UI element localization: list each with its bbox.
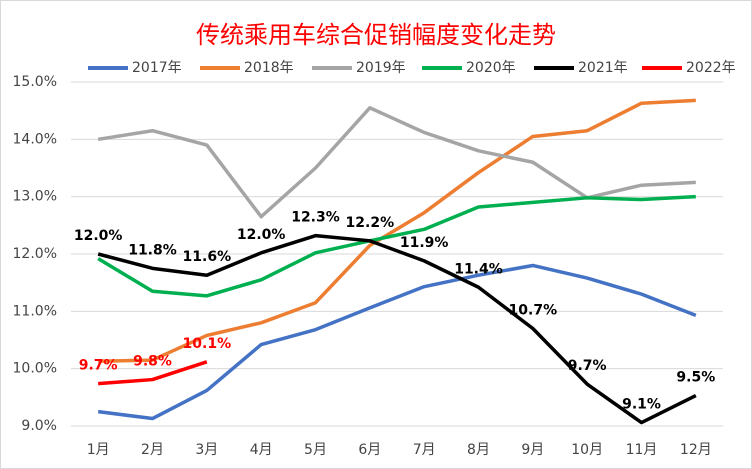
series-line (97, 194, 696, 298)
value-label: 11.6% (183, 249, 232, 265)
x-tick-label: 3月 (195, 442, 218, 458)
value-label: 9.7% (568, 358, 607, 374)
series-line (98, 360, 208, 386)
series-line (97, 106, 696, 219)
y-tick-label: 12.0% (13, 246, 57, 262)
legend-label: 2018年 (244, 60, 294, 76)
y-tick-label: 14.0% (13, 131, 57, 147)
x-tick-label: 12月 (680, 442, 712, 458)
legend-label: 2021年 (578, 60, 628, 76)
value-label: 9.7% (79, 358, 118, 374)
value-label: 12.2% (346, 215, 395, 231)
legend-label: 2020年 (466, 60, 516, 76)
x-tick-label: 9月 (521, 442, 544, 458)
value-label: 11.9% (400, 235, 449, 251)
x-tick-label: 5月 (304, 442, 327, 458)
x-tick-label: 6月 (358, 442, 381, 458)
x-tick-label: 7月 (413, 442, 436, 458)
y-tick-label: 13.0% (13, 189, 57, 205)
value-label: 12.0% (237, 227, 286, 243)
legend-label: 2022年 (686, 60, 736, 76)
x-tick-label: 2月 (141, 442, 164, 458)
series-line (97, 233, 697, 425)
y-tick-label: 15.0% (13, 74, 57, 90)
x-tick-label: 8月 (467, 442, 490, 458)
x-tick-label: 10月 (571, 442, 603, 458)
value-label: 10.1% (183, 336, 232, 352)
value-label: 9.8% (133, 354, 172, 370)
x-tick-label: 4月 (250, 442, 273, 458)
y-tick-label: 9.0% (21, 418, 57, 434)
value-label: 12.3% (291, 210, 340, 226)
value-label: 11.4% (454, 261, 503, 277)
value-label: 10.7% (509, 303, 558, 319)
y-tick-label: 11.0% (13, 303, 57, 319)
legend-label: 2017年 (132, 60, 182, 76)
value-label: 11.8% (128, 242, 177, 258)
legend-label: 2019年 (356, 60, 406, 76)
value-label: 12.0% (74, 228, 123, 244)
x-tick-label: 1月 (87, 442, 110, 458)
x-tick-label: 11月 (626, 442, 658, 458)
y-tick-label: 10.0% (13, 361, 57, 377)
series-line (97, 263, 697, 421)
value-label: 9.5% (676, 370, 715, 386)
value-label: 9.1% (622, 397, 661, 413)
series-line (98, 98, 696, 363)
chart-title: 传统乘用车综合促销幅度变化走势 (196, 21, 556, 49)
